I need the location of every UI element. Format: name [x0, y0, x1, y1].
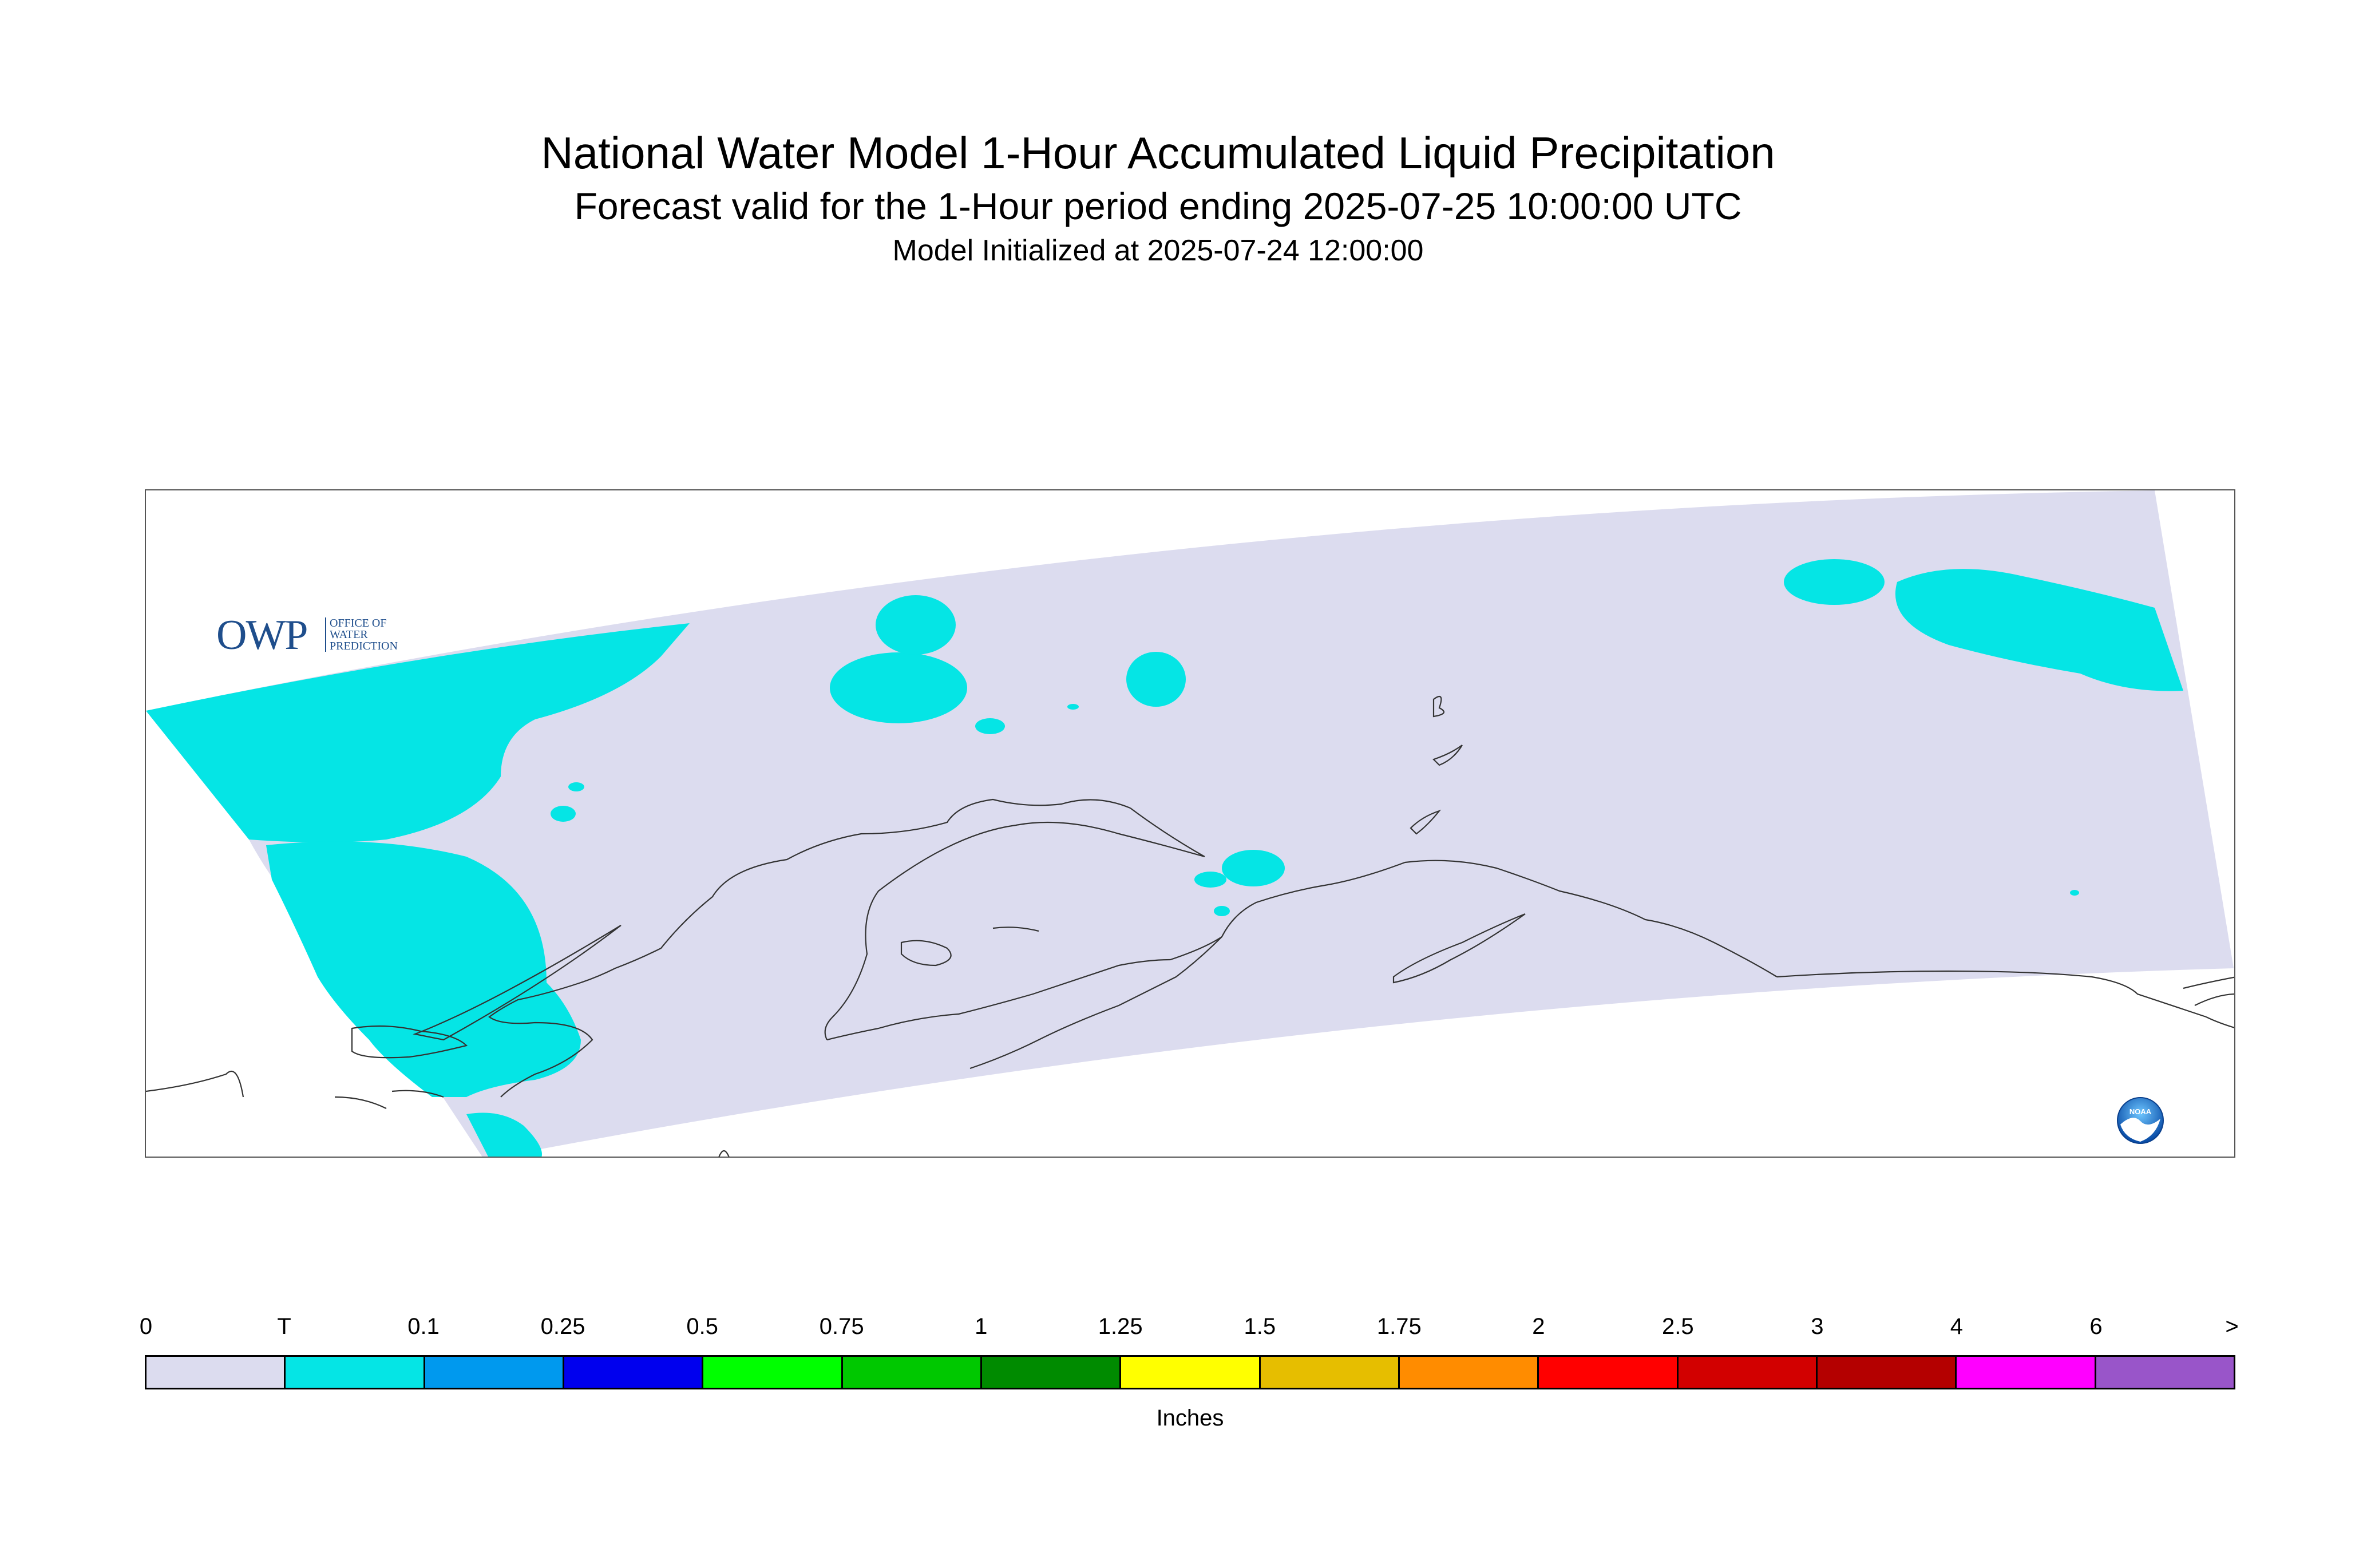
- legend-swatch: [564, 1357, 704, 1388]
- legend-swatch: [703, 1357, 843, 1388]
- coastline-panhandle: [1776, 970, 2207, 1018]
- legend-tick-label: 0.5: [686, 1314, 718, 1339]
- coastline-chukotka: [146, 1070, 387, 1109]
- legend-tick-label: 1.5: [1244, 1314, 1276, 1339]
- legend-tick-label: 0.1: [407, 1314, 440, 1339]
- legend-tick-label: 3: [1811, 1314, 1824, 1339]
- legend-swatch: [286, 1357, 425, 1388]
- precip-blob-12: [2070, 890, 2079, 896]
- coastlines: [146, 695, 2234, 1157]
- island-banks-1: [1410, 809, 1442, 835]
- precip-blob-8: [1222, 850, 1285, 886]
- precip-blob-5: [568, 782, 584, 791]
- precip-area-northeast: [1895, 569, 2183, 691]
- coastline-norton-sound: [824, 807, 1205, 1040]
- legend-tick-label: 4: [1950, 1314, 1964, 1339]
- precip-blob-6: [975, 718, 1005, 734]
- coastline-kenai: [1392, 913, 1526, 984]
- legend-tick-label: 6: [2089, 1314, 2103, 1339]
- legend-swatch: [1539, 1357, 1679, 1388]
- legend-swatch: [1678, 1357, 1818, 1388]
- coastline-southeast-canada: [2183, 976, 2234, 1028]
- precip-area-south-tip: [466, 1112, 542, 1157]
- owp-sub-line-2: WATER: [330, 628, 368, 641]
- precip-blob-3: [1126, 652, 1186, 707]
- legend-swatch: [1817, 1357, 1957, 1388]
- legend-swatch: [1121, 1357, 1261, 1388]
- legend-units-label: Inches: [1156, 1405, 1224, 1431]
- legend-tick-label: 2.5: [1662, 1314, 1694, 1339]
- coastline-mainland: [488, 798, 1131, 1098]
- legend-tick-label: 1: [975, 1314, 988, 1339]
- legend-color-bar: [145, 1355, 2235, 1389]
- legend-swatch: [842, 1357, 982, 1388]
- coastline-southwest-russia: [718, 1150, 730, 1157]
- legend-tick-label: 1.25: [1098, 1314, 1143, 1339]
- coastline-alaska-peninsula: [969, 936, 1222, 1070]
- legend-tick-label: 0.25: [540, 1314, 585, 1339]
- island-banks-3: [1432, 745, 1463, 766]
- precip-area-west: [146, 623, 690, 842]
- precip-blob-11: [1784, 559, 1885, 605]
- coastline-bristol-bay: [826, 936, 1222, 1041]
- legend-swatch: [2096, 1357, 2234, 1388]
- legend-tick-label: 1.75: [1376, 1314, 1422, 1339]
- owp-sub-line-3: PREDICTION: [330, 640, 398, 652]
- legend-tick-label: 2: [1532, 1314, 1545, 1339]
- island-nunivak-south: [992, 926, 1039, 932]
- legend-swatch: [425, 1357, 564, 1388]
- precip-blob-1: [830, 652, 967, 723]
- forecast-valid-subtitle: Forecast valid for the 1-Hour period end…: [574, 185, 1742, 227]
- coastline-russia-southwest: [351, 1025, 468, 1059]
- alaska-precip-map: [146, 490, 2234, 1157]
- trace-precip-areas: [146, 559, 2183, 1157]
- precip-area-southwest: [266, 841, 581, 1097]
- precip-blob-7: [1067, 704, 1079, 710]
- owp-logo-subtitle: OFFICE OF WATER PREDICTION: [325, 617, 398, 652]
- precip-blob-10: [1214, 906, 1230, 916]
- map-panel: [145, 489, 2235, 1158]
- noaa-logo-icon: NOAA: [2117, 1097, 2164, 1144]
- legend-swatch: [1399, 1357, 1539, 1388]
- coastline-gulf-of-alaska: [1221, 860, 1778, 977]
- owp-logo-letters: OWP: [216, 612, 308, 659]
- model-init-subtitle: Model Initialized at 2025-07-24 12:00:00: [892, 234, 1424, 267]
- legend-tick-label: 0: [139, 1314, 153, 1339]
- legend-swatch: [147, 1357, 286, 1388]
- island-st-lawrence: [413, 925, 622, 1041]
- noaa-logo-text: NOAA: [2129, 1107, 2152, 1116]
- model-domain: [146, 490, 2234, 1157]
- island-nunivak: [900, 940, 952, 967]
- legend-swatch: [1957, 1357, 2096, 1388]
- island-ratmanov: [391, 1090, 444, 1098]
- legend-tick-label: >: [2225, 1314, 2239, 1339]
- precip-blob-2: [876, 595, 956, 655]
- precip-blob-4: [551, 806, 576, 822]
- legend-tick-label: 0.75: [819, 1314, 864, 1339]
- legend-tick-labels: 0 T 0.1 0.25 0.5 0.75 1 1.25 1.5 1.75 2 2.5 3 4 6 >: [140, 1314, 2239, 1348]
- legend-tick-label: T: [277, 1314, 291, 1339]
- legend-swatch: [1260, 1357, 1400, 1388]
- precip-blob-9: [1194, 872, 1226, 888]
- map-title: National Water Model 1-Hour Accumulated …: [541, 128, 1775, 178]
- owp-sub-line-1: OFFICE OF: [330, 617, 387, 629]
- owp-logo: OWP OFFICE OF WATER PREDICTION: [216, 612, 434, 659]
- island-banks-2: [1432, 695, 1445, 718]
- legend-swatch: [981, 1357, 1122, 1388]
